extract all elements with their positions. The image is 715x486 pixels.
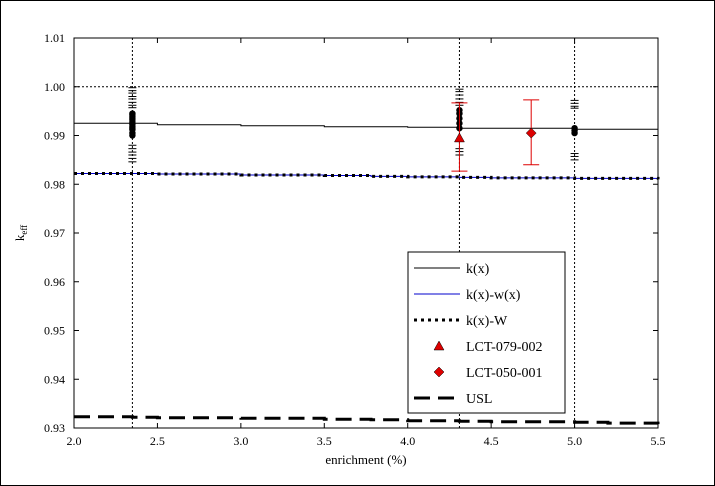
legend-box [407,251,566,414]
x-tick-label: 3.5 [317,434,332,448]
plot-area [74,38,658,428]
y-tick-label: 1.01 [44,31,65,45]
x-tick-label: 2.5 [150,434,165,448]
experiment-triangle-marker [454,132,465,143]
x-tick-label: 5.5 [651,434,666,448]
legend-swatch-triangle [433,340,445,351]
legend-label: k(x)-W [466,314,508,329]
legend-label: USL [466,392,492,407]
y-tick-label: 0.93 [44,421,65,435]
legend-label: k(x)-w(x) [466,288,521,303]
x-tick-label: 4.5 [484,434,499,448]
x-axis-ticks: 2.0 2.5 3.0 3.5 4.0 4.5 5.0 5.5 [67,38,666,448]
y-axis-label-main: k [12,234,27,241]
y-tick-label: 0.94 [44,372,65,386]
y-tick-label: 0.97 [44,226,65,240]
legend-label: LCT-079-002 [466,340,542,355]
series-line-k-x-w [74,172,660,180]
y-axis-ticks: 0.93 0.94 0.95 0.96 0.97 0.98 0.99 1.00 1.01 [44,31,658,435]
x-tick-label: 2.0 [67,434,82,448]
benchmark-point [571,129,578,137]
series-line-usl [74,415,660,425]
legend: k(x) k(x)-w(x) k(x)-W LCT-079-002 LCT-050-00… [407,251,566,414]
y-tick-label: 0.95 [44,324,65,338]
legend-label: LCT-050-001 [466,366,542,381]
x-tick-label: 3.0 [233,434,248,448]
y-tick-label: 0.96 [44,275,65,289]
y-tick-label: 0.99 [44,129,65,143]
points-layer [128,87,579,172]
x-tick-label: 4.0 [400,434,415,448]
legend-label: k(x) [466,262,490,277]
y-axis-label: keff [12,225,29,241]
y-axis-label-subscript: eff [19,225,29,235]
legend-swatch-diamond [433,366,445,378]
x-tick-label: 5.0 [567,434,582,448]
x-axis-label: enrichment (%) [325,452,406,467]
y-tick-label: 0.98 [44,177,65,191]
y-tick-label: 1.00 [44,80,65,94]
experiment-diamond-marker [525,127,537,139]
benchmark-point [129,132,136,139]
